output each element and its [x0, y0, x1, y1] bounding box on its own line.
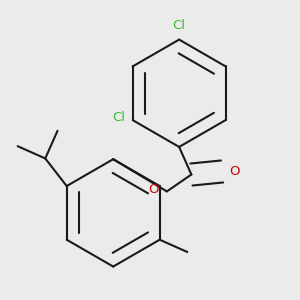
Text: Cl: Cl: [112, 110, 125, 124]
Text: O: O: [230, 165, 240, 178]
Text: O: O: [149, 183, 159, 196]
Text: Cl: Cl: [172, 19, 186, 32]
